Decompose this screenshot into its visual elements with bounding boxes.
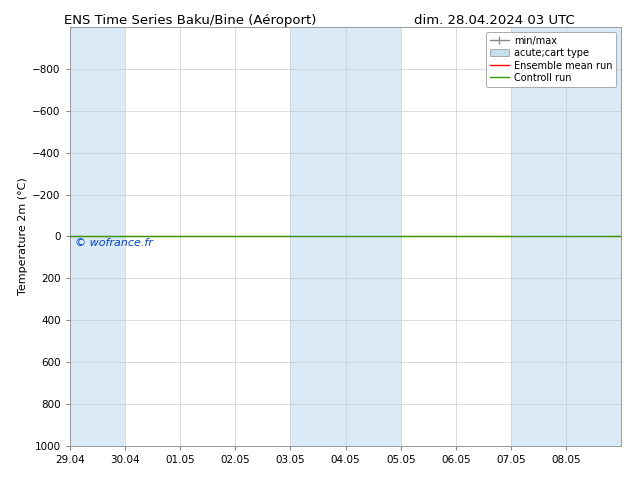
- Text: © wofrance.fr: © wofrance.fr: [75, 238, 153, 248]
- Text: ENS Time Series Baku/Bine (Aéroport): ENS Time Series Baku/Bine (Aéroport): [64, 14, 316, 27]
- Y-axis label: Temperature 2m (°C): Temperature 2m (°C): [18, 177, 28, 295]
- Bar: [290, 27, 346, 446]
- Bar: [346, 27, 401, 446]
- Bar: [566, 27, 621, 446]
- Bar: [70, 27, 125, 446]
- Text: dim. 28.04.2024 03 UTC: dim. 28.04.2024 03 UTC: [414, 14, 575, 27]
- Bar: [511, 27, 566, 446]
- Legend: min/max, acute;cart type, Ensemble mean run, Controll run: min/max, acute;cart type, Ensemble mean …: [486, 32, 616, 87]
